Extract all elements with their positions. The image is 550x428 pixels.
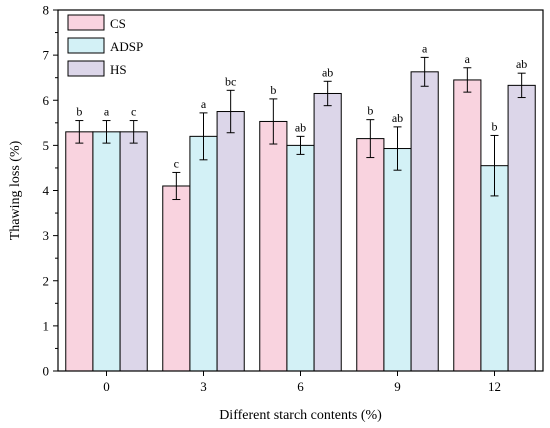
bar-cs-6 [259,120,288,372]
bar-hs-3 [216,111,245,372]
legend-swatch-hs [67,60,105,77]
significance-label-hs-0: c [131,105,136,119]
significance-label-cs-9: b [367,104,373,118]
legend: CS ADSP HS [67,14,143,77]
bar-adsp-0 [92,131,121,372]
x-tick-label-12: 12 [488,379,501,394]
significance-label-cs-0: b [76,105,82,119]
bar-hs-6 [313,92,342,372]
y-tick-label-6: 6 [43,93,50,108]
bar-cs-0 [65,131,94,372]
y-tick-label-2: 2 [43,273,50,288]
legend-label-hs: HS [110,62,127,77]
y-tick-label-1: 1 [43,318,50,333]
x-tick-label-3: 3 [200,379,207,394]
legend-swatch-adsp [67,37,105,54]
x-axis-title: Different starch contents (%) [219,408,382,423]
bar-adsp-3 [189,135,218,372]
y-tick-label-4: 4 [43,183,50,198]
y-tick-label-7: 7 [43,48,50,63]
x-tick-label-0: 0 [103,379,110,394]
x-tick-label-9: 9 [394,379,401,394]
significance-label-adsp-6: ab [295,120,306,134]
bars-layer [65,71,536,372]
y-tick-label-8: 8 [43,3,50,18]
y-tick-label-5: 5 [43,138,50,153]
bar-cs-9 [356,138,385,372]
significance-label-adsp-0: a [104,105,110,119]
y-axis-title: Thawing loss (%) [8,140,23,240]
x-tick-label-6: 6 [297,379,304,394]
bar-adsp-9 [383,148,412,372]
bar-hs-9 [410,71,439,372]
significance-label-adsp-12: b [492,119,498,133]
significance-label-hs-3: bc [225,74,236,88]
significance-label-hs-12: ab [516,57,527,71]
legend-label-adsp: ADSP [110,39,143,54]
significance-label-cs-6: b [270,83,276,97]
legend-swatch-cs [67,14,105,31]
y-tick-label-0: 0 [43,364,50,379]
significance-label-cs-3: c [174,156,179,170]
significance-label-hs-6: ab [322,65,333,79]
bar-hs-12 [507,84,536,372]
error-bars-layer [75,56,526,201]
legend-label-cs: CS [110,16,126,31]
bar-cs-12 [453,79,482,372]
significance-label-cs-12: a [465,52,471,66]
bar-adsp-6 [286,144,315,372]
significance-label-hs-9: a [422,41,428,55]
bar-adsp-12 [480,165,509,372]
y-tick-label-3: 3 [43,228,50,243]
significance-label-adsp-9: ab [392,111,403,125]
bar-hs-0 [119,131,148,372]
bar-cs-3 [162,185,191,372]
significance-label-adsp-3: a [201,97,207,111]
